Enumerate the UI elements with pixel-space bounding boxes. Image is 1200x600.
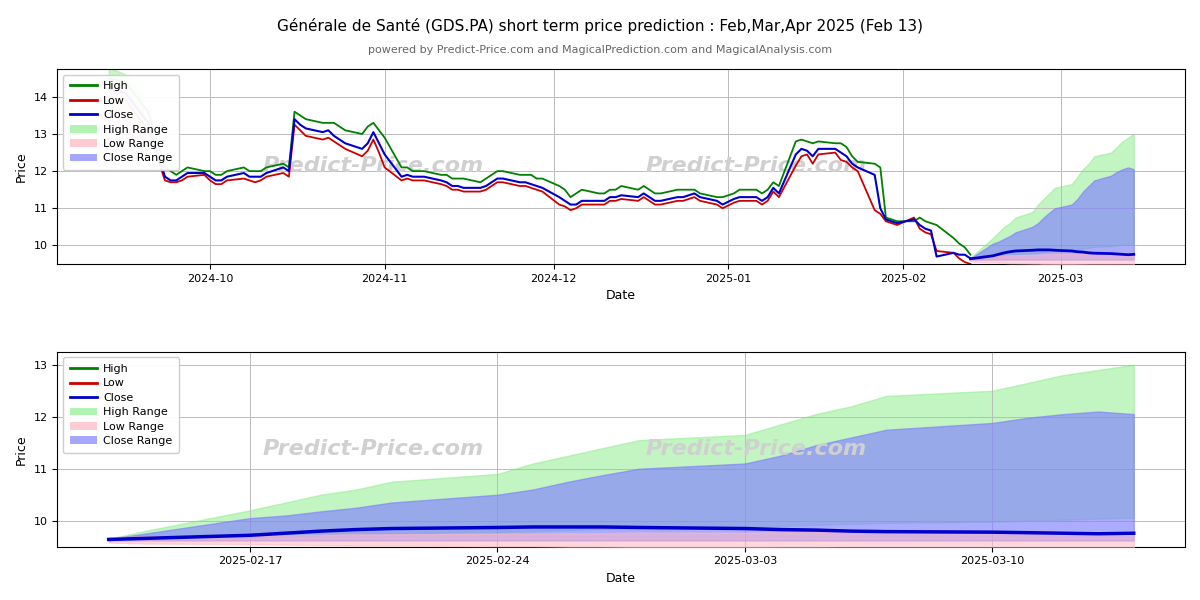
- Text: Predict-Price.com: Predict-Price.com: [263, 157, 484, 176]
- Y-axis label: Price: Price: [14, 151, 28, 182]
- Y-axis label: Price: Price: [14, 434, 28, 464]
- Text: powered by Predict-Price.com and MagicalPrediction.com and MagicalAnalysis.com: powered by Predict-Price.com and Magical…: [368, 45, 832, 55]
- Text: Générale de Santé (GDS.PA) short term price prediction : Feb,Mar,Apr 2025 (Feb 1: Générale de Santé (GDS.PA) short term pr…: [277, 18, 923, 34]
- Legend: High, Low, Close, High Range, Low Range, Close Range: High, Low, Close, High Range, Low Range,…: [62, 74, 179, 170]
- Legend: High, Low, Close, High Range, Low Range, Close Range: High, Low, Close, High Range, Low Range,…: [62, 357, 179, 453]
- X-axis label: Date: Date: [606, 289, 636, 302]
- X-axis label: Date: Date: [606, 572, 636, 585]
- Text: Predict-Price.com: Predict-Price.com: [263, 439, 484, 459]
- Text: Predict-Price.com: Predict-Price.com: [646, 157, 868, 176]
- Text: Predict-Price.com: Predict-Price.com: [646, 439, 868, 459]
